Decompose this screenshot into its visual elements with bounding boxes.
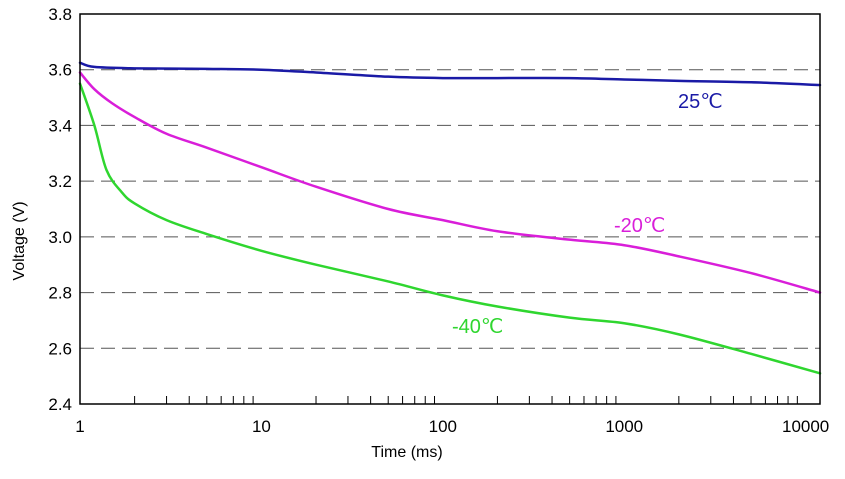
y-tick-label: 3.6 <box>48 61 72 80</box>
series-labels: 25℃ -20℃ -40℃ <box>452 91 723 338</box>
y-tick-label: 2.6 <box>48 339 72 358</box>
x-tick-label: 1 <box>75 417 84 436</box>
series-line <box>78 82 822 375</box>
y-tick-label: 2.4 <box>48 395 72 414</box>
y-axis-title: Voltage (V) <box>11 201 28 280</box>
series-label: 25℃ <box>678 91 723 113</box>
grid-lines <box>80 69 820 349</box>
x-tick-label: 100 <box>429 417 457 436</box>
x-axis-title: Time (ms) <box>371 444 442 461</box>
series-label: -40℃ <box>452 316 503 338</box>
x-tick-label: 10000 <box>782 417 829 436</box>
series-line <box>78 61 822 87</box>
x-minor-ticks <box>134 396 798 404</box>
y-tick-label: 3.8 <box>48 5 72 24</box>
x-tick-labels: 1 10 100 1000 10000 <box>75 417 829 436</box>
y-tick-label: 3.2 <box>48 172 72 191</box>
y-tick-label: 3.4 <box>48 116 72 135</box>
y-tick-label: 3.0 <box>48 228 72 247</box>
x-tick-label: 10 <box>252 417 271 436</box>
plot-frame <box>79 13 821 405</box>
series-line <box>78 71 822 294</box>
x-tick-label: 1000 <box>605 417 643 436</box>
y-tick-label: 2.8 <box>48 284 72 303</box>
y-tick-labels: 2.4 2.6 2.8 3.0 3.2 3.4 3.6 3.8 <box>48 5 72 414</box>
series-lines <box>78 61 822 375</box>
series-label: -20℃ <box>614 215 665 237</box>
